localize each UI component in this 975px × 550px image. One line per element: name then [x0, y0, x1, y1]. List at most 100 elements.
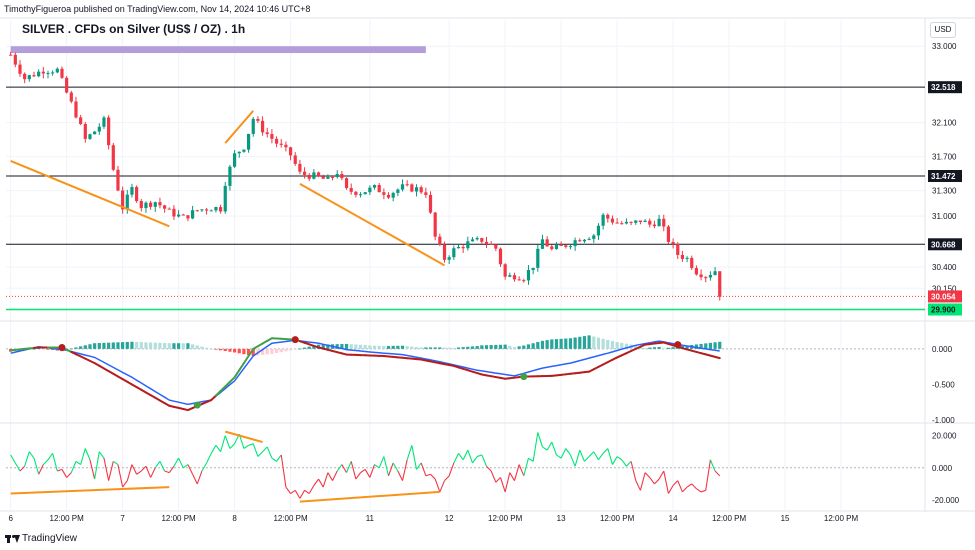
oscillator-line-segment [187, 464, 194, 475]
price-level-label: 31.472 [931, 172, 956, 181]
oscillator-line-segment [66, 472, 72, 478]
macd-histogram-bar [414, 347, 419, 349]
candle-body [232, 153, 237, 167]
oscillator-line-segment [131, 464, 138, 475]
candle-body [46, 72, 50, 74]
macd-cross-dot [674, 341, 682, 349]
macd-histogram-bar [209, 348, 213, 350]
candle-body [326, 176, 330, 179]
macd-histogram-bar [713, 342, 717, 349]
oscillator-line-segment [173, 457, 180, 467]
candle-body [559, 244, 563, 246]
candle-body [293, 155, 297, 164]
oscillator-line-segment [168, 465, 175, 473]
macd-histogram-bar [298, 348, 302, 350]
candle-body [153, 202, 157, 207]
candle-body [643, 220, 647, 222]
oscillator-line-segment [280, 454, 287, 488]
oscillator-line-segment [579, 449, 585, 462]
currency-badge[interactable]: USD [930, 22, 956, 38]
macd-histogram-bar [564, 338, 568, 349]
macd-histogram-bar [46, 348, 50, 350]
macd-histogram-bar [550, 339, 554, 349]
candle-body [671, 241, 675, 244]
oscillator-line-segment [33, 458, 40, 475]
oscillator-line-segment [89, 459, 96, 480]
macd-histogram-bar [438, 347, 442, 349]
candle-body [638, 220, 643, 222]
macd-tick-label: 0.000 [932, 345, 953, 354]
resistance-zone-band [10, 46, 426, 54]
candle-body [330, 176, 335, 178]
signal-line-segment [210, 394, 217, 402]
candle-body [316, 172, 321, 177]
candle-body [9, 54, 13, 56]
candle-body [708, 274, 713, 278]
oscillator-line-segment [360, 468, 366, 474]
candle-body [172, 208, 176, 217]
oscillator-line-segment [126, 464, 133, 481]
candle-body [508, 275, 512, 277]
candle-body [307, 174, 311, 179]
candle-body [237, 151, 241, 154]
macd-histogram-bar [116, 342, 120, 349]
macd-histogram-bar [97, 343, 101, 349]
macd-histogram-bar [610, 340, 615, 349]
candle-body [461, 246, 465, 249]
macd-histogram-bar [228, 348, 232, 352]
candle-body [573, 240, 577, 247]
candle-body [181, 214, 185, 216]
oscillator-line-segment [472, 456, 478, 464]
candle-body [354, 191, 358, 195]
price-tick-label: 30.150 [932, 284, 957, 293]
candle-body [55, 68, 59, 73]
price-level-badge [928, 238, 962, 251]
oscillator-line-segment [658, 470, 665, 480]
tradingview-brand[interactable]: TradingView [5, 533, 77, 544]
candle-body [83, 123, 87, 139]
candle-body [321, 176, 325, 179]
macd-histogram-bar [153, 342, 157, 349]
oscillator-line-segment [420, 462, 427, 477]
macd-histogram-bar [83, 345, 87, 349]
candle-body [568, 246, 573, 248]
candle-body [74, 101, 78, 118]
macd-histogram-bar [69, 348, 73, 350]
candle-body [88, 134, 92, 139]
macd-histogram-bar [694, 344, 699, 349]
candle-body [578, 240, 582, 242]
oscillator-line-segment [322, 472, 329, 488]
macd-histogram-bar [489, 345, 493, 349]
oscillator-line-segment [304, 489, 310, 494]
macd-histogram-bar [671, 347, 675, 349]
candle-body [662, 218, 666, 227]
oscillator-line-segment [220, 435, 226, 452]
oscillator-line-segment [444, 475, 450, 482]
macd-histogram-bar [107, 342, 111, 349]
oscillator-line-segment [350, 461, 357, 480]
candle-body [149, 202, 153, 207]
candle-body [177, 214, 181, 217]
oscillator-line-segment [159, 461, 166, 472]
macd-histogram-bar [508, 345, 512, 349]
oscillator-line-segment [518, 464, 525, 477]
oscillator-line-segment [430, 473, 436, 480]
candle-body [218, 207, 223, 212]
candle-body [37, 71, 41, 77]
oscillator-line-segment [388, 462, 394, 477]
macd-histogram-bar [270, 348, 274, 354]
macd-histogram-bar [424, 347, 428, 349]
macd-histogram-bar [624, 343, 629, 349]
macd-histogram-bar [223, 348, 227, 352]
symbol-title[interactable]: SILVER . CFDs on Silver (US$ / OZ) . 1h [22, 22, 246, 36]
brand-label: TradingView [22, 533, 78, 544]
macd-histogram-bar [456, 347, 461, 349]
macd-histogram-bar [517, 346, 521, 349]
price-level-label: 30.054 [931, 292, 956, 301]
candle-body [456, 246, 461, 249]
candle-body [111, 145, 115, 170]
candle-body [251, 118, 255, 134]
price-level-badge [928, 290, 962, 303]
candle-body [620, 223, 624, 225]
candle-body [23, 73, 27, 80]
